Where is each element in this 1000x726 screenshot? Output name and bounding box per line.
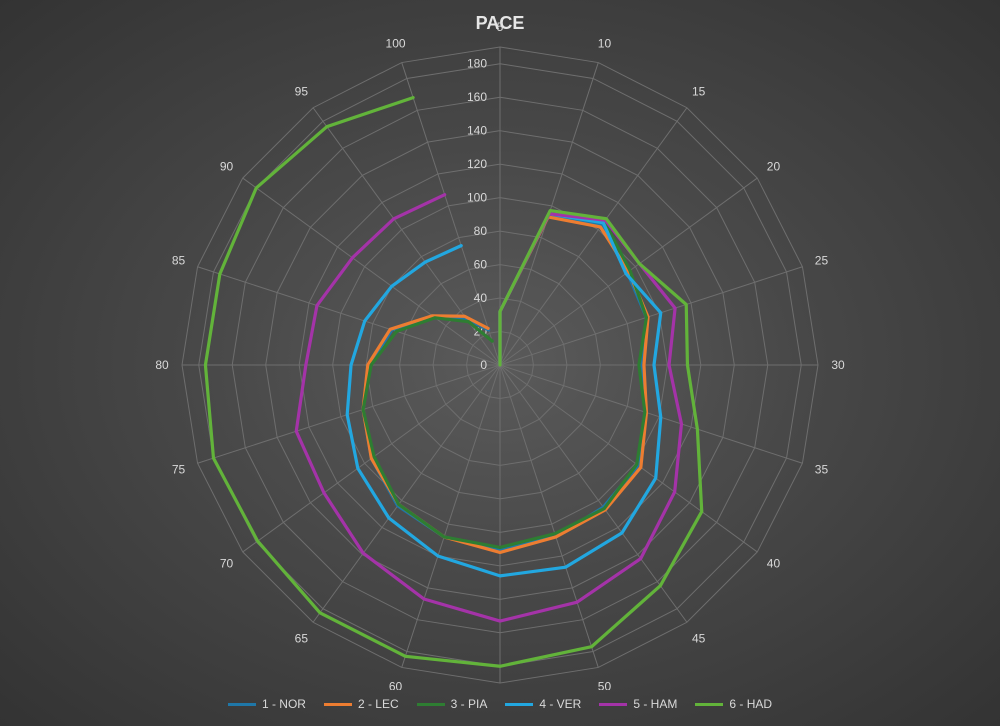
legend-swatch <box>599 702 628 706</box>
legend-swatch <box>323 702 352 706</box>
radial-tick-label: 0 <box>480 358 487 372</box>
category-label: 80 <box>155 358 169 372</box>
category-label: 45 <box>692 631 706 645</box>
legend-item: 4 - VER <box>505 697 581 711</box>
legend: 1 - NOR 2 - LEC 3 - PIA 4 - VER 5 - HAM 6 - H… <box>0 694 1000 714</box>
grid-spoke <box>499 266 803 366</box>
grid-spoke <box>499 107 688 366</box>
grid-spoke <box>401 364 501 668</box>
grid-spoke <box>499 364 688 623</box>
radial-tick-label: 100 <box>467 191 487 205</box>
category-label: 90 <box>220 159 234 173</box>
category-label: 100 <box>386 37 406 51</box>
legend-item: 5 - HAM <box>599 697 677 711</box>
grid-spoke <box>499 364 758 553</box>
category-label: 25 <box>815 254 829 268</box>
category-label: 40 <box>767 557 781 571</box>
radial-tick-label: 160 <box>467 90 487 104</box>
category-label: 10 <box>598 37 612 51</box>
grid-spoke <box>242 177 501 366</box>
legend-label: 4 - VER <box>539 697 582 711</box>
category-label: 95 <box>295 85 309 99</box>
radial-tick-label: 180 <box>467 57 487 71</box>
grid-spoke <box>499 364 599 668</box>
category-label: 85 <box>172 254 186 268</box>
grid-spoke <box>401 62 501 366</box>
category-label: 75 <box>172 462 186 476</box>
legend-item: 6 - HAD <box>695 697 772 711</box>
radial-tick-label: 60 <box>474 258 488 272</box>
legend-label: 2 - LEC <box>357 697 399 711</box>
legend-swatch <box>695 702 724 706</box>
chart-title: PACE <box>476 13 525 33</box>
legend-label: 5 - HAM <box>633 697 678 711</box>
series-line <box>361 215 650 555</box>
legend-swatch <box>416 702 445 706</box>
category-label: 20 <box>767 159 781 173</box>
category-label: 35 <box>815 462 829 476</box>
category-label: 65 <box>295 631 309 645</box>
grid-spoke <box>499 364 803 464</box>
legend-label: 1 - NOR <box>261 697 306 711</box>
series-lines <box>203 95 704 668</box>
category-label: 50 <box>598 679 612 690</box>
category-label: 60 <box>389 679 403 690</box>
legend-item: 2 - LEC <box>323 697 399 711</box>
category-label: 5 <box>497 20 504 34</box>
radial-tick-label: 140 <box>467 124 487 138</box>
series-line <box>361 212 649 551</box>
radial-tick-label: 40 <box>474 291 488 305</box>
radar-plot: PACE 51015202530354045505560657075808590… <box>155 13 845 690</box>
category-label: 30 <box>831 358 845 372</box>
legend-item: 1 - NOR <box>227 697 306 711</box>
grid-spoke <box>312 364 501 623</box>
legend-label: 3 - PIA <box>450 697 488 711</box>
legend-swatch <box>505 702 534 706</box>
legend-item: 3 - PIA <box>416 697 488 711</box>
grid-spoke <box>197 266 501 366</box>
category-label: 70 <box>220 557 234 571</box>
series-line <box>345 212 663 578</box>
radial-tick-label: 80 <box>474 224 488 238</box>
series-line <box>203 95 704 668</box>
category-labels: 5101520253035404550556065707580859095100 <box>155 20 845 690</box>
legend-label: 6 - HAD <box>729 697 773 711</box>
series-line <box>361 212 649 550</box>
category-label: 15 <box>692 85 706 99</box>
legend-swatch <box>227 702 256 706</box>
radial-tick-label: 120 <box>467 157 487 171</box>
